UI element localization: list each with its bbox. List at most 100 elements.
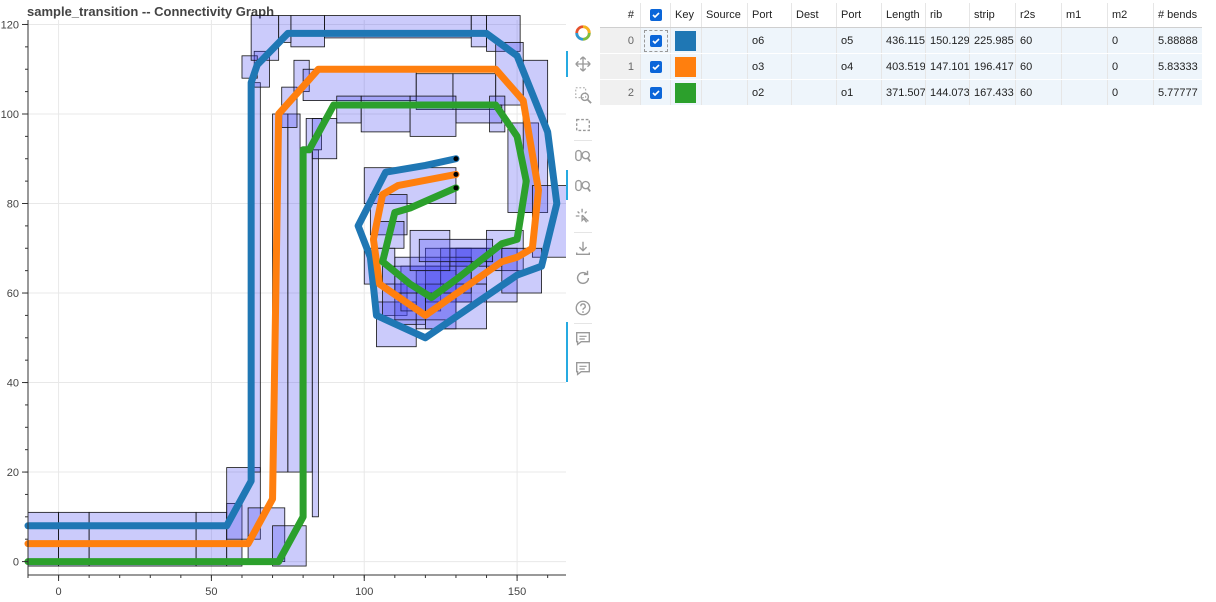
row-dest	[792, 54, 837, 79]
route-endpoint	[453, 156, 459, 162]
header-key[interactable]: Key	[671, 3, 702, 27]
select-all-checkbox[interactable]	[649, 9, 662, 21]
header-length[interactable]: Length	[882, 3, 926, 27]
row-strip: 196.417	[970, 54, 1016, 79]
row-source	[702, 28, 748, 53]
row-dest	[792, 28, 837, 53]
header-m1[interactable]: m1	[1062, 3, 1108, 27]
row-key	[671, 54, 702, 79]
key-swatch	[675, 30, 696, 51]
row-m2: 0	[1108, 28, 1154, 53]
toolbar-divider	[574, 140, 592, 141]
component-box[interactable]	[27, 511, 59, 567]
reset-icon[interactable]	[572, 267, 594, 289]
wheel-zoom-icon[interactable]	[572, 145, 594, 167]
table-header-row: # Key Source Port Dest Port Length rib s…	[600, 3, 1202, 28]
component-box[interactable]	[287, 113, 301, 473]
header-source[interactable]: Source	[702, 3, 748, 27]
y-tick-label: 120	[1, 19, 19, 31]
header-m2[interactable]: m2	[1108, 3, 1154, 27]
x-tick-label: 150	[508, 586, 526, 598]
row-length: 436.115	[882, 28, 926, 53]
header-index[interactable]: #	[600, 3, 641, 27]
y-tick-label: 100	[1, 109, 19, 121]
toolbar-divider-2	[574, 232, 592, 233]
component-box[interactable]	[360, 95, 411, 133]
bokeh-logo-icon[interactable]	[572, 22, 594, 44]
row-source-port: o2	[748, 80, 792, 105]
table-row[interactable]: 2 o2 o1 371.507 144.073 167.433 60 0 5.7…	[600, 80, 1202, 106]
route-line-0[interactable]	[24, 29, 561, 530]
row-dest-port: o5	[837, 28, 882, 53]
wheel-zoom-icon-2[interactable]	[572, 175, 594, 197]
component-box[interactable]	[195, 511, 228, 567]
table-row[interactable]: 0 o6 o5 436.115 150.129 225.985 60 0 5.8…	[600, 28, 1202, 54]
row-bends: 5.88888	[1158, 34, 1198, 47]
header-source-port[interactable]: Port	[748, 3, 792, 27]
header-r2s[interactable]: r2s	[1016, 3, 1062, 27]
header-dest-port[interactable]: Port	[837, 3, 882, 27]
header-strip[interactable]: strip	[970, 3, 1016, 27]
header-bends[interactable]: # bends	[1158, 9, 1198, 21]
hover-icon[interactable]	[572, 328, 594, 350]
key-swatch	[675, 82, 696, 103]
save-icon[interactable]	[572, 237, 594, 259]
row-dest	[792, 80, 837, 105]
row-source-port: o6	[748, 28, 792, 53]
hover-icon-2[interactable]	[572, 358, 594, 380]
header-dest[interactable]: Dest	[792, 3, 837, 27]
x-tick-label: 50	[205, 586, 217, 598]
row-index: 0	[600, 28, 641, 53]
route-endpoint	[453, 171, 459, 177]
header-select-all[interactable]	[641, 3, 671, 27]
row-select[interactable]	[641, 80, 671, 105]
component-box[interactable]	[88, 511, 197, 567]
route-endpoint	[453, 185, 459, 191]
component-box[interactable]	[302, 68, 417, 101]
y-tick-label: 80	[7, 199, 19, 211]
row-bends: 5.83333	[1158, 60, 1198, 73]
row-length: 403.519	[882, 54, 926, 79]
plot-title: sample_transition -- Connectivity Graph	[27, 4, 275, 19]
component-box[interactable]	[58, 511, 90, 567]
component-box[interactable]	[336, 95, 362, 124]
row-rib: 147.101	[926, 54, 970, 79]
row-checkbox[interactable]	[649, 86, 662, 99]
row-select[interactable]	[641, 54, 671, 79]
row-select-focus	[643, 29, 668, 52]
row-index: 2	[600, 80, 641, 105]
pan-icon[interactable]	[572, 53, 594, 75]
route-line-2[interactable]	[24, 101, 530, 566]
box-zoom-icon[interactable]	[572, 84, 594, 106]
row-select[interactable]	[641, 28, 671, 53]
row-m2: 0	[1108, 80, 1154, 105]
y-tick-label: 60	[7, 288, 19, 300]
route-line-1[interactable]	[24, 65, 542, 548]
row-strip: 225.985	[970, 28, 1016, 53]
row-checkbox[interactable]	[649, 34, 662, 47]
connectivity-plot[interactable]: 0 50 100 150 0 20 40 60 80 100 120	[0, 0, 566, 602]
component-box[interactable]	[409, 229, 451, 272]
box-select-icon[interactable]	[572, 114, 594, 136]
row-dest-port: o1	[837, 80, 882, 105]
row-source-port: o3	[748, 54, 792, 79]
row-select-focus	[644, 82, 668, 104]
y-tick-label: 20	[7, 467, 19, 479]
component-box[interactable]	[311, 149, 319, 518]
key-swatch	[675, 56, 696, 77]
row-select-focus	[644, 56, 668, 78]
header-rib[interactable]: rib	[926, 3, 970, 27]
active-indicator-3	[566, 322, 568, 382]
tap-icon[interactable]	[572, 205, 594, 227]
row-rib: 144.073	[926, 80, 970, 105]
active-indicator-2	[566, 170, 568, 200]
table-row[interactable]: 1 o3 o4 403.519 147.101 196.417 60 0 5.8…	[600, 54, 1202, 80]
help-icon[interactable]	[572, 297, 594, 319]
row-m1	[1062, 80, 1108, 105]
row-strip: 167.433	[970, 80, 1016, 105]
toolbar-divider-3	[574, 323, 592, 324]
row-key	[671, 80, 702, 105]
row-dest-port: o4	[837, 54, 882, 79]
row-checkbox[interactable]	[649, 60, 662, 73]
row-r2s: 60	[1016, 80, 1062, 105]
